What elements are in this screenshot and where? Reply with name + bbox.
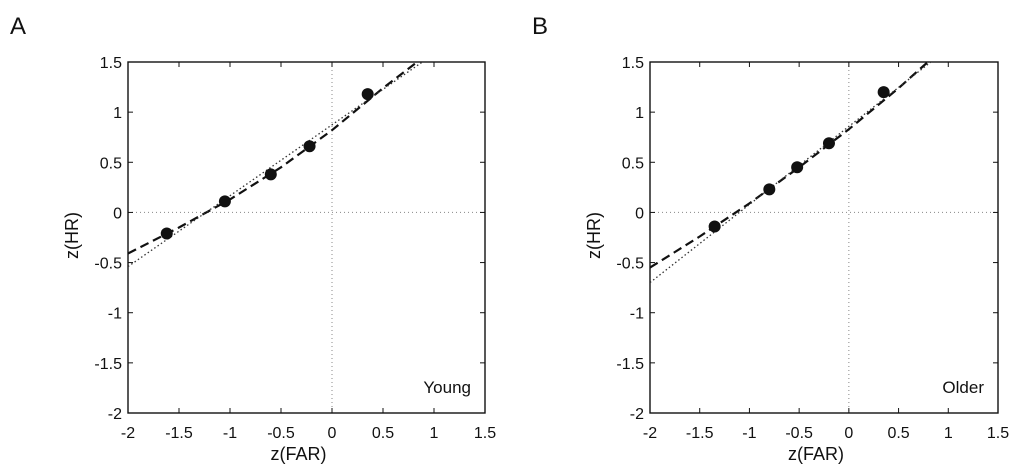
data-point [708, 220, 721, 233]
x-tick-label: 1 [944, 425, 953, 442]
y-axis-label: z(HR) [584, 212, 604, 259]
x-tick-label: 0 [328, 425, 337, 442]
model-fit-dashed-curve [128, 62, 420, 255]
y-tick-label: 0 [113, 205, 122, 222]
y-tick-label: 0.5 [100, 155, 122, 172]
data-point [264, 168, 277, 181]
y-tick-label: 1 [113, 105, 122, 122]
linear-fit-dotted-line [128, 62, 424, 268]
y-tick-label: -0.5 [94, 256, 122, 273]
group-label: Older [942, 378, 984, 397]
y-tick-label: 1.5 [622, 55, 644, 72]
y-tick-label: 0 [635, 205, 644, 222]
y-tick-label: -1.5 [94, 356, 122, 373]
x-tick-label: -1.5 [686, 425, 714, 442]
data-point [763, 183, 776, 196]
y-tick-label: 1 [635, 105, 644, 122]
chart-panel-b: B -2 -1.5 -1 -0.5 0 0.5 1 1.5 -2 -1.5 -1 -0.5 0 0.5 1 1.… [532, 13, 1009, 464]
y-tick-label: 1.5 [100, 55, 122, 72]
x-tick-label: -1 [742, 425, 756, 442]
x-tick-label: 1.5 [474, 425, 496, 442]
y-tick-label: -1 [630, 306, 644, 323]
panel-letter: B [532, 13, 548, 40]
data-point [791, 161, 804, 174]
y-axis-label: z(HR) [62, 212, 82, 259]
model-fit-dashed-curve [650, 62, 930, 269]
plot-area-frame [649, 61, 999, 414]
data-point [218, 195, 231, 208]
y-tick-label: -2 [108, 406, 122, 423]
x-tick-label: -1 [223, 425, 237, 442]
x-tick-label: 1 [430, 425, 439, 442]
y-tick-label: -1.5 [616, 356, 644, 373]
x-tick-label: -2 [643, 425, 657, 442]
y-tick-label: 0.5 [622, 155, 644, 172]
x-tick-label: -1.5 [165, 425, 193, 442]
data-point [160, 227, 173, 240]
x-tick-label: 0.5 [372, 425, 394, 442]
x-tick-label: -0.5 [785, 425, 813, 442]
group-label: Young [423, 378, 471, 397]
data-point [361, 88, 374, 101]
x-tick-label: 1.5 [987, 425, 1009, 442]
data-point [303, 140, 316, 153]
x-axis-label: z(FAR) [788, 444, 844, 464]
x-axis-label: z(FAR) [271, 444, 327, 464]
y-tick-label: -0.5 [616, 256, 644, 273]
x-tick-label: 0.5 [887, 425, 909, 442]
x-tick-label: 0 [844, 425, 853, 442]
panel-letter: A [10, 13, 26, 40]
y-tick-label: -2 [630, 406, 644, 423]
plot-area-frame [127, 61, 486, 414]
data-point [877, 86, 890, 99]
data-point [822, 137, 835, 150]
chart-panel-a: A -2 -1.5 -1 -0.5 0 0.5 1 1.5 -2 -1.5 -1 -0.5 0 0.5 1 1.… [10, 13, 496, 464]
x-tick-label: -2 [121, 425, 135, 442]
x-tick-label: -0.5 [267, 425, 295, 442]
y-tick-label: -1 [108, 306, 122, 323]
